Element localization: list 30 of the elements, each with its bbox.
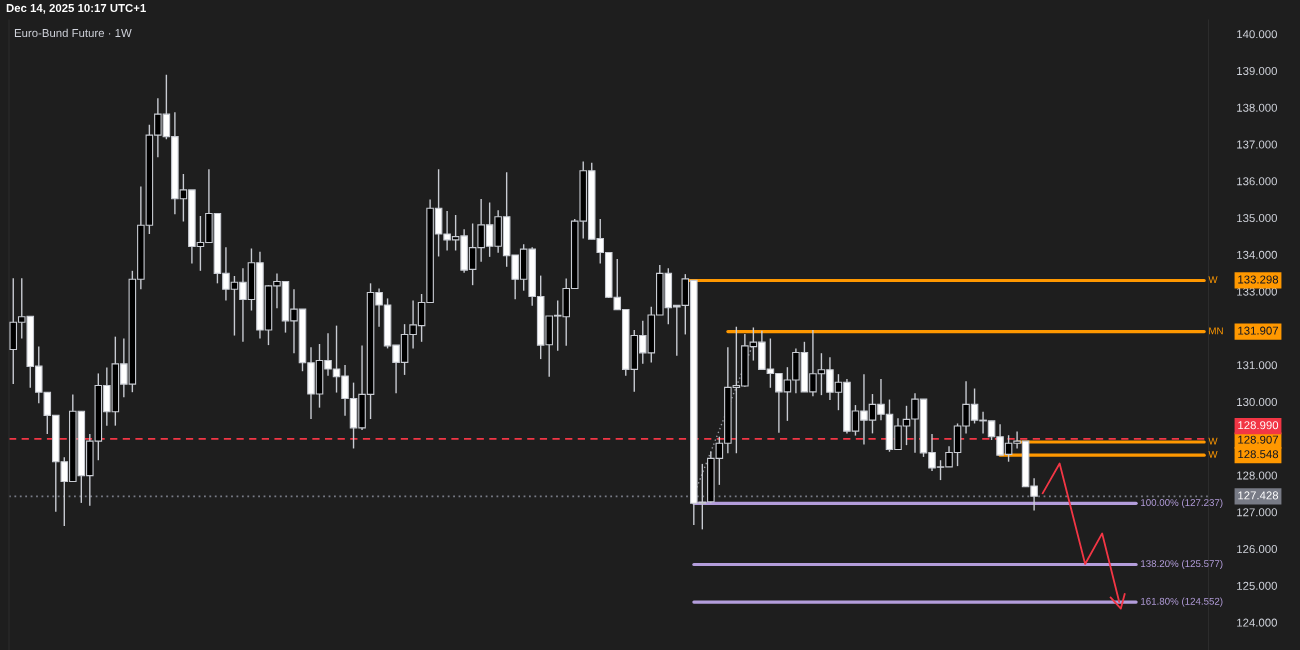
y-tick-label: 139.000: [1237, 66, 1277, 75]
legend-label: W: [1208, 437, 1218, 445]
y-tick-label: 138.000: [1237, 103, 1277, 112]
y-tick-label: 127.000: [1237, 508, 1277, 517]
y-tick-label: 126.000: [1237, 545, 1277, 554]
series-label: 100.00% (127.237): [1141, 498, 1223, 508]
text: 133.298: [1238, 275, 1279, 284]
y-tick-label: 125.000: [1237, 581, 1277, 590]
y-tick-label: 130.000: [1237, 397, 1277, 406]
text: 128.548: [1238, 450, 1279, 459]
y-tick-label: 135.000: [1237, 214, 1277, 223]
y-tick-label: 140.000: [1237, 30, 1277, 39]
legend-label: MN: [1209, 327, 1223, 335]
ref-line-label: 128.990: [1238, 421, 1279, 430]
series-label: 161.80% (124.552): [1141, 597, 1223, 607]
y-tick-label: 134.000: [1237, 250, 1277, 259]
legend-label: W: [1208, 450, 1218, 458]
text: Euro-Bund Future · 1W: [14, 28, 132, 38]
text: 131.907: [1238, 326, 1279, 335]
y-tick-label: 128.000: [1237, 471, 1277, 480]
y-tick-label: 131.000: [1237, 361, 1277, 370]
series-label: 138.20% (125.577): [1141, 559, 1223, 569]
y-tick-label: 124.000: [1237, 618, 1277, 627]
y-tick-label: 137.000: [1237, 140, 1277, 149]
legend-label: W: [1208, 276, 1218, 283]
y-tick-label: 136.000: [1237, 177, 1277, 186]
text: Dec 14, 2025 10:17 UTC+1: [6, 3, 146, 14]
text: 128.907: [1238, 435, 1279, 444]
y-tick-label: 133.000: [1237, 287, 1277, 296]
ref-line-label: 127.428: [1238, 491, 1279, 500]
